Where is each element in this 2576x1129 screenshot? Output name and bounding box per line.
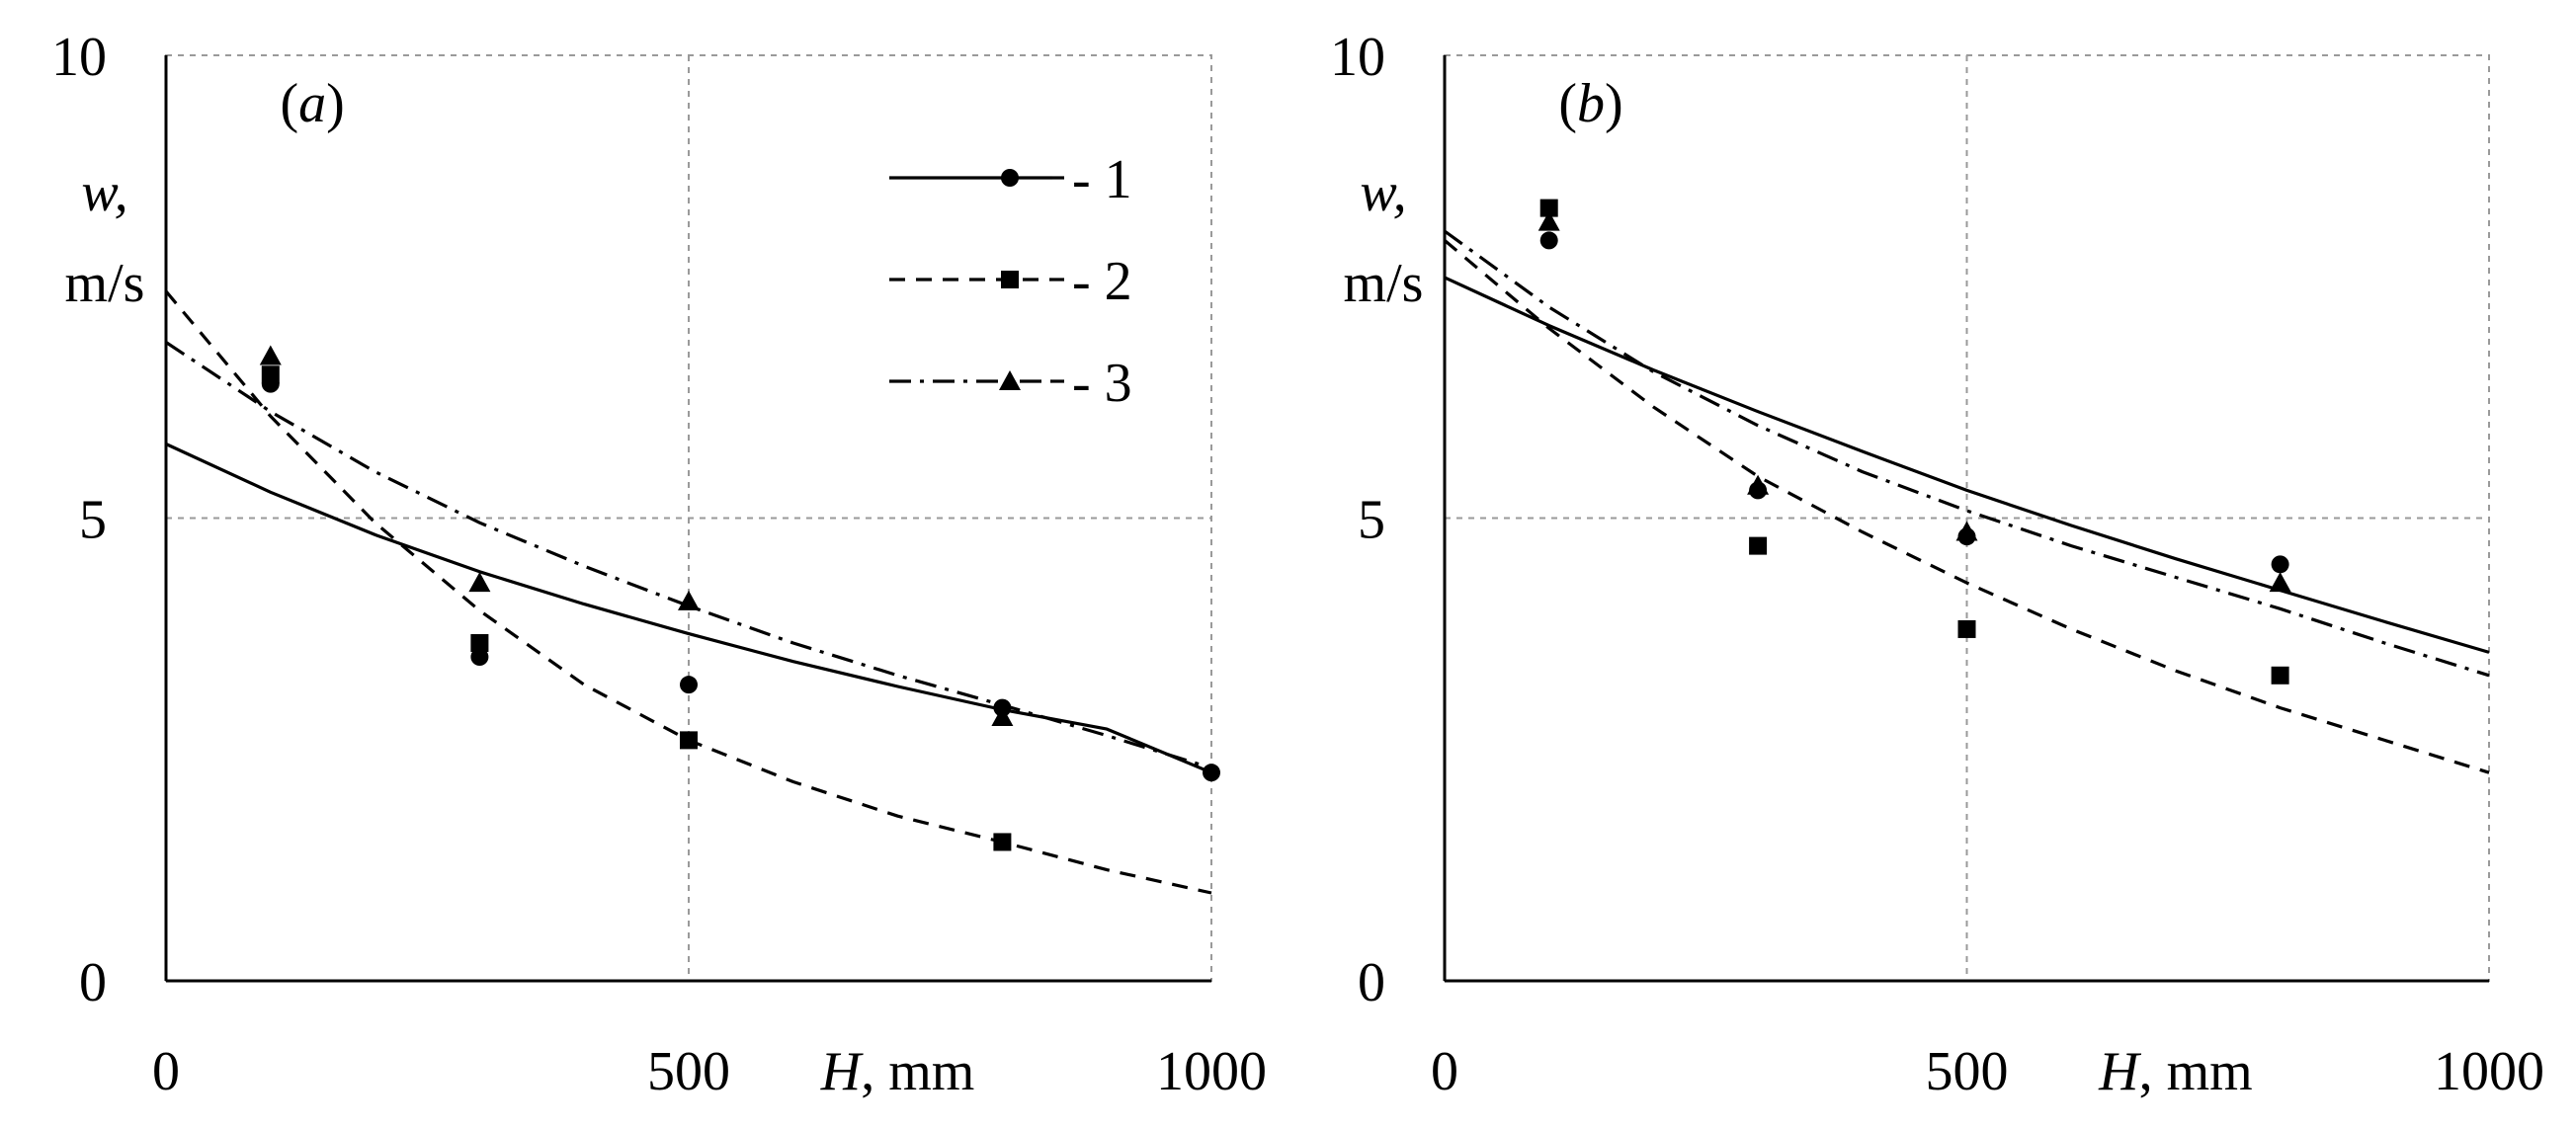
panel-a-label: (a) <box>280 73 344 134</box>
panel-b-y-tick-label: 10 <box>1330 27 1385 88</box>
panel-a-series-3-point <box>678 590 700 610</box>
panel-a-series-2-point <box>680 731 698 750</box>
panel-a-x-tick-label: 0 <box>152 1041 180 1102</box>
panel-a-y-tick-label: 0 <box>79 952 107 1013</box>
panel-b-series-2-point <box>2271 666 2289 685</box>
legend-marker-1 <box>1001 169 1019 187</box>
panel-b-x-axis-title: H, mm <box>2098 1041 2253 1102</box>
panel-a-series-2-point <box>470 633 489 652</box>
panel-b-series-2-point <box>1749 536 1768 555</box>
panel-a-x-tick-label: 1000 <box>1156 1041 1267 1102</box>
legend-entry-2: - 2 <box>889 251 1132 312</box>
panel-a-series-1-fit-line <box>165 443 1212 774</box>
legend-label-1: - 1 <box>1072 149 1132 210</box>
panel-b-series-1-point <box>1539 231 1558 250</box>
legend-entry-3: - 3 <box>889 353 1132 414</box>
panel-b-series-3-point <box>1955 521 1978 541</box>
panel-b-label: (b) <box>1558 73 1622 134</box>
panel-a-series-1-point <box>470 648 489 667</box>
panel-a-series-3 <box>165 341 1212 770</box>
panel-b-series-3-point <box>1747 474 1770 495</box>
panel-b-series-3-point <box>2269 572 2291 593</box>
legend-marker-2 <box>1001 271 1019 288</box>
panel-a-series-3-point <box>259 345 282 365</box>
panel-a-series-2-point <box>261 365 280 384</box>
panel-a-series-1-point <box>680 676 698 694</box>
legend-entry-1: - 1 <box>889 149 1132 210</box>
panel-b-x-tick-label: 500 <box>1926 1041 2009 1102</box>
panel-a-series-2-point <box>993 833 1012 851</box>
legend-label-2: - 2 <box>1072 251 1132 312</box>
panel-a-y-tick-label: 10 <box>51 27 107 88</box>
panel-b-series-2 <box>1443 199 2490 774</box>
panel-b-y-tick-label: 5 <box>1358 490 1385 551</box>
panel-b-x-tick-label: 1000 <box>2434 1041 2544 1102</box>
panel-b-series-2-point <box>1957 619 1976 638</box>
panel-b-series-1-fit-line <box>1444 276 2490 654</box>
panel-a-series-2 <box>164 289 1212 895</box>
panel-b-series-3-fit-line <box>1444 229 2490 678</box>
panel-a-series-3-fit-line <box>165 341 1212 770</box>
legend-label-3: - 3 <box>1072 353 1132 414</box>
panel-a-series-1 <box>165 374 1220 782</box>
panel-a-series-3-point <box>468 572 491 593</box>
panel-a-x-axis-title: H, mm <box>820 1041 975 1102</box>
panel-a-y-axis-title-unit: m/s <box>65 253 145 314</box>
panel-a-x-tick-label: 500 <box>647 1041 730 1102</box>
panel-b-y-axis-title-var: w, <box>1360 162 1406 223</box>
panel-b-series-2-fit-line <box>1443 239 2490 774</box>
panel-b-x-tick-label: 0 <box>1431 1041 1458 1102</box>
panel-a-series-3-point <box>991 705 1014 726</box>
panel-a-y-axis-title-var: w, <box>81 162 127 223</box>
panel-b-series-3 <box>1444 210 2490 678</box>
panel-b-series-1-point <box>2271 555 2289 574</box>
panel-a-y-tick-label: 5 <box>79 490 107 551</box>
panel-b-y-tick-label: 0 <box>1358 952 1385 1013</box>
legend-marker-3 <box>999 370 1021 390</box>
panel-b-series-2-point <box>1539 199 1558 217</box>
panel-b-series-3-point <box>1537 210 1560 231</box>
panel-b-y-axis-title-unit: m/s <box>1344 253 1424 314</box>
